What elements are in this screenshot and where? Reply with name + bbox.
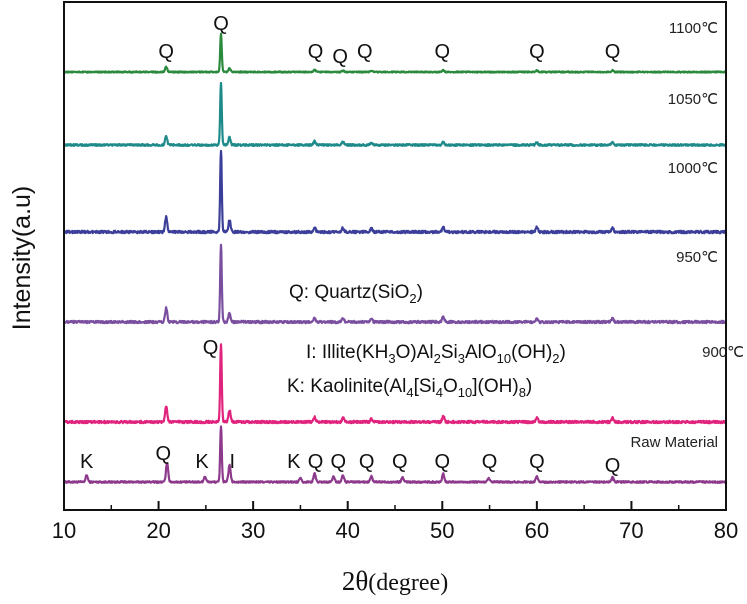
peak-annotation-0-3: I (230, 451, 236, 473)
series-label-5: 1100℃ (669, 20, 718, 37)
series-line-3 (62, 149, 727, 235)
legend-quartz: Q: Quartz(SiO2) (289, 282, 423, 306)
peak-annotation-0-8: Q (392, 451, 408, 473)
series-line-1 (63, 343, 728, 425)
peak-annotation-0-2: K (195, 451, 209, 473)
peak-annotation-5-7: Q (605, 41, 621, 63)
peak-annotation-0-4: K (287, 451, 301, 473)
series-label-2: 950℃ (676, 249, 718, 266)
x-tick-label-70: 70 (619, 518, 643, 543)
peak-annotation-5-6: Q (529, 41, 545, 63)
peak-annotation-5-3: Q (332, 46, 348, 68)
series-label-0: Raw Material (630, 434, 718, 451)
series-label-4: 1050℃ (668, 91, 718, 108)
series-label-3: 1000℃ (668, 160, 718, 177)
peak-annotation-0-0: K (80, 451, 94, 473)
peak-annotation-0-9: Q (435, 451, 451, 473)
x-axis: 10 20 30 40 50 60 70 80 (52, 501, 738, 543)
peak-annotation-0-6: Q (330, 451, 346, 473)
series-label-1: 900℃ (702, 344, 744, 361)
x-axis-title: 2θ(degree) (342, 566, 448, 596)
x-tick-label-60: 60 (525, 518, 549, 543)
peak-annotation-1-0: Q (203, 337, 219, 359)
peak-annotation-5-4: Q (357, 41, 373, 63)
peak-annotation-5-1: Q (213, 13, 229, 35)
series-layer: Raw Material 900℃ 950℃ 1000℃ 1050℃ 1100℃ (62, 20, 744, 484)
peak-annotation-0-1: Q (156, 443, 172, 465)
x-tick-label-40: 40 (335, 518, 359, 543)
legend-illite: I: Illite(KH3O)Al2Si3AlO10(OH)2) (306, 342, 566, 366)
series-line-5 (63, 32, 728, 74)
peak-annotation-0-5: Q (308, 451, 324, 473)
series-line-4 (63, 81, 727, 147)
series-line-2 (62, 243, 727, 325)
y-axis-title: Intensity(a.u) (8, 186, 36, 331)
series-line-0 (63, 425, 728, 484)
x-tick-label-50: 50 (430, 518, 454, 543)
x-tick-label-10: 10 (52, 518, 76, 543)
peak-annotation-5-2: Q (308, 41, 324, 63)
x-tick-label-20: 20 (146, 518, 170, 543)
peak-annotation-5-0: Q (158, 41, 174, 63)
peak-annotation-0-11: Q (529, 451, 545, 473)
peak-annotation-0-12: Q (605, 455, 621, 477)
peak-annotation-0-10: Q (482, 451, 498, 473)
peak-annotation-5-5: Q (435, 41, 451, 63)
legend-kaolinite: K: Kaolinite(Al4[Si4O10](OH)8) (287, 376, 532, 400)
peak-annotation-0-7: Q (359, 451, 375, 473)
plot-frame (63, 1, 727, 511)
x-tick-label-30: 30 (241, 518, 265, 543)
legend: Q: Quartz(SiO2) I: Illite(KH3O)Al2Si3AlO… (287, 282, 566, 400)
x-tick-label-80: 80 (714, 518, 738, 543)
